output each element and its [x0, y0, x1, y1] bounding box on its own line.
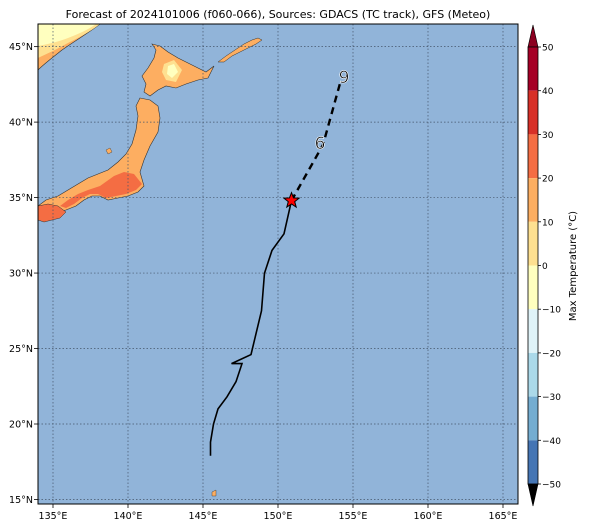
colorbar-tick-label: 10: [542, 218, 554, 228]
colorbar-tick-label: 0: [542, 262, 548, 272]
hokkaido-highland: [167, 64, 178, 78]
colorbar-tick-label: 40: [542, 87, 554, 97]
colorbar-band: [528, 90, 538, 135]
colorbar-bands: 50 40 30 20 10 0 −10 −20 −30 −40 −50: [527, 24, 561, 507]
small-island-2: [211, 489, 217, 497]
colorbar-tick-label: 50: [542, 44, 554, 54]
figure-title: Forecast of 2024101006 (f060-066), Sourc…: [66, 8, 491, 21]
small-island-1: [105, 147, 113, 155]
kuril-islands: [217, 37, 263, 63]
colorbar-extend-top: [527, 24, 539, 48]
lat-tick-label: 25°N: [9, 344, 33, 355]
colorbar-tick-label: −50: [542, 481, 561, 491]
lon-tick-label: 160°E: [414, 511, 443, 522]
colorbar-band: [528, 221, 538, 266]
colorbar-band: [528, 396, 538, 441]
colorbar-tick-label: −40: [542, 437, 561, 447]
lon-tick-label: 145°E: [189, 511, 218, 522]
ocean-background: [38, 24, 518, 504]
lon-tick-label: 135°E: [39, 511, 68, 522]
colorbar-tick-label: −20: [542, 349, 561, 359]
lon-tick-label: 155°E: [339, 511, 368, 522]
land-masses: [38, 24, 263, 497]
observed-track-line: [209, 200, 293, 456]
lat-tick-label: 30°N: [9, 269, 33, 280]
lat-tick-label: 35°N: [9, 193, 33, 204]
forecast-track-line: [290, 79, 343, 202]
storm-symbol: 9: [339, 68, 350, 88]
current-position-star: [282, 191, 301, 209]
colorbar-tick-label: −30: [542, 393, 561, 403]
lon-tick-label: 150°E: [264, 511, 293, 522]
lat-tick-label: 20°N: [9, 420, 33, 431]
colorbar: 50 40 30 20 10 0 −10 −20 −30 −40 −50 Max Temperatu…: [527, 24, 579, 507]
shikoku-kyushu: [38, 203, 67, 223]
map-axis-ticks: 135°E 140°E 145°E 150°E 155°E 160°E 165°E 15°N 2…: [9, 42, 517, 522]
colorbar-tick-label: 30: [542, 131, 554, 141]
lon-tick-label: 165°E: [489, 511, 518, 522]
colorbar-band: [528, 440, 538, 484]
map-panel: 69 135°E 140°E 145°E 150°E 155°E 160°E 165°E15…: [9, 23, 519, 522]
colorbar-band: [528, 134, 538, 179]
colorbar-band: [528, 47, 538, 91]
colorbar-band: [528, 309, 538, 353]
colorbar-tick-label: 20: [542, 175, 554, 185]
storm-track: 69: [209, 68, 350, 456]
lat-tick-label: 40°N: [9, 118, 33, 129]
colorbar-band: [528, 352, 538, 397]
storm-symbol: 6: [315, 134, 326, 154]
colorbar-label: Max Temperature (°C): [568, 211, 579, 321]
colorbar-band: [528, 178, 538, 222]
lat-tick-label: 45°N: [9, 42, 33, 53]
honshu-warm-coast: [60, 172, 142, 208]
mainland-coldest-region: [38, 24, 96, 46]
colorbar-tick-label: −10: [542, 306, 561, 316]
colorbar-extend-bottom: [527, 483, 539, 507]
colorbar-band: [528, 265, 538, 310]
graticule: [38, 24, 518, 504]
lat-tick-label: 15°N: [9, 495, 33, 506]
lon-tick-label: 140°E: [114, 511, 143, 522]
